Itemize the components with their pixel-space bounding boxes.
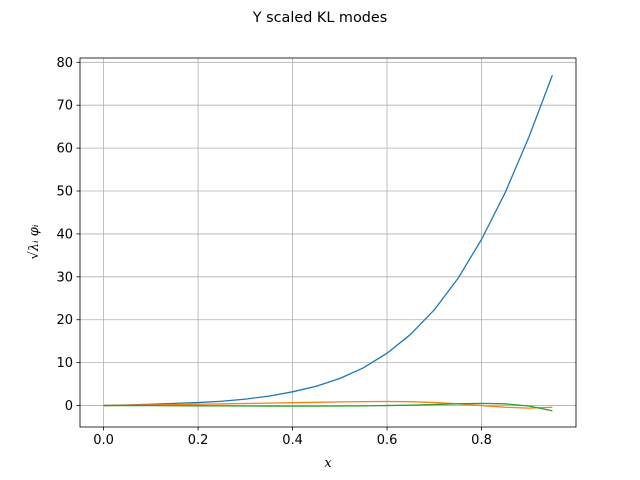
y-tick-label: 30 (56, 270, 73, 285)
plot-area-frame (79, 57, 577, 428)
x-axis-label: x (324, 456, 332, 471)
x-tick-label: 0.6 (377, 433, 398, 448)
y-tick-label: 10 (56, 356, 73, 371)
chart-title: Y scaled KL modes (252, 10, 388, 26)
y-tick-label: 80 (56, 56, 73, 71)
x-tick-label: 0.2 (188, 433, 209, 448)
y-tick-label: 0 (65, 399, 73, 414)
series-line-3 (103, 402, 553, 412)
series-lines (103, 74, 553, 412)
series-line-1 (103, 74, 553, 407)
y-tick-label: 60 (56, 142, 73, 157)
grid (80, 58, 576, 427)
y-tick-label: 50 (56, 185, 73, 200)
series-line-2 (103, 400, 553, 409)
x-tick-label: 0.4 (282, 433, 303, 448)
x-axis-ticks: 0.0 0.2 0.4 0.6 0.8 (93, 427, 492, 448)
y-tick-label: 20 (56, 313, 73, 328)
y-axis-ticks: 0 10 20 30 40 50 60 70 80 (56, 56, 80, 414)
x-tick-label: 0.0 (93, 433, 114, 448)
y-tick-label: 70 (56, 99, 73, 114)
y-tick-label: 40 (56, 227, 73, 242)
x-tick-label: 0.8 (471, 433, 492, 448)
y-axis-label: √λᵢ φᵢ (27, 224, 42, 259)
